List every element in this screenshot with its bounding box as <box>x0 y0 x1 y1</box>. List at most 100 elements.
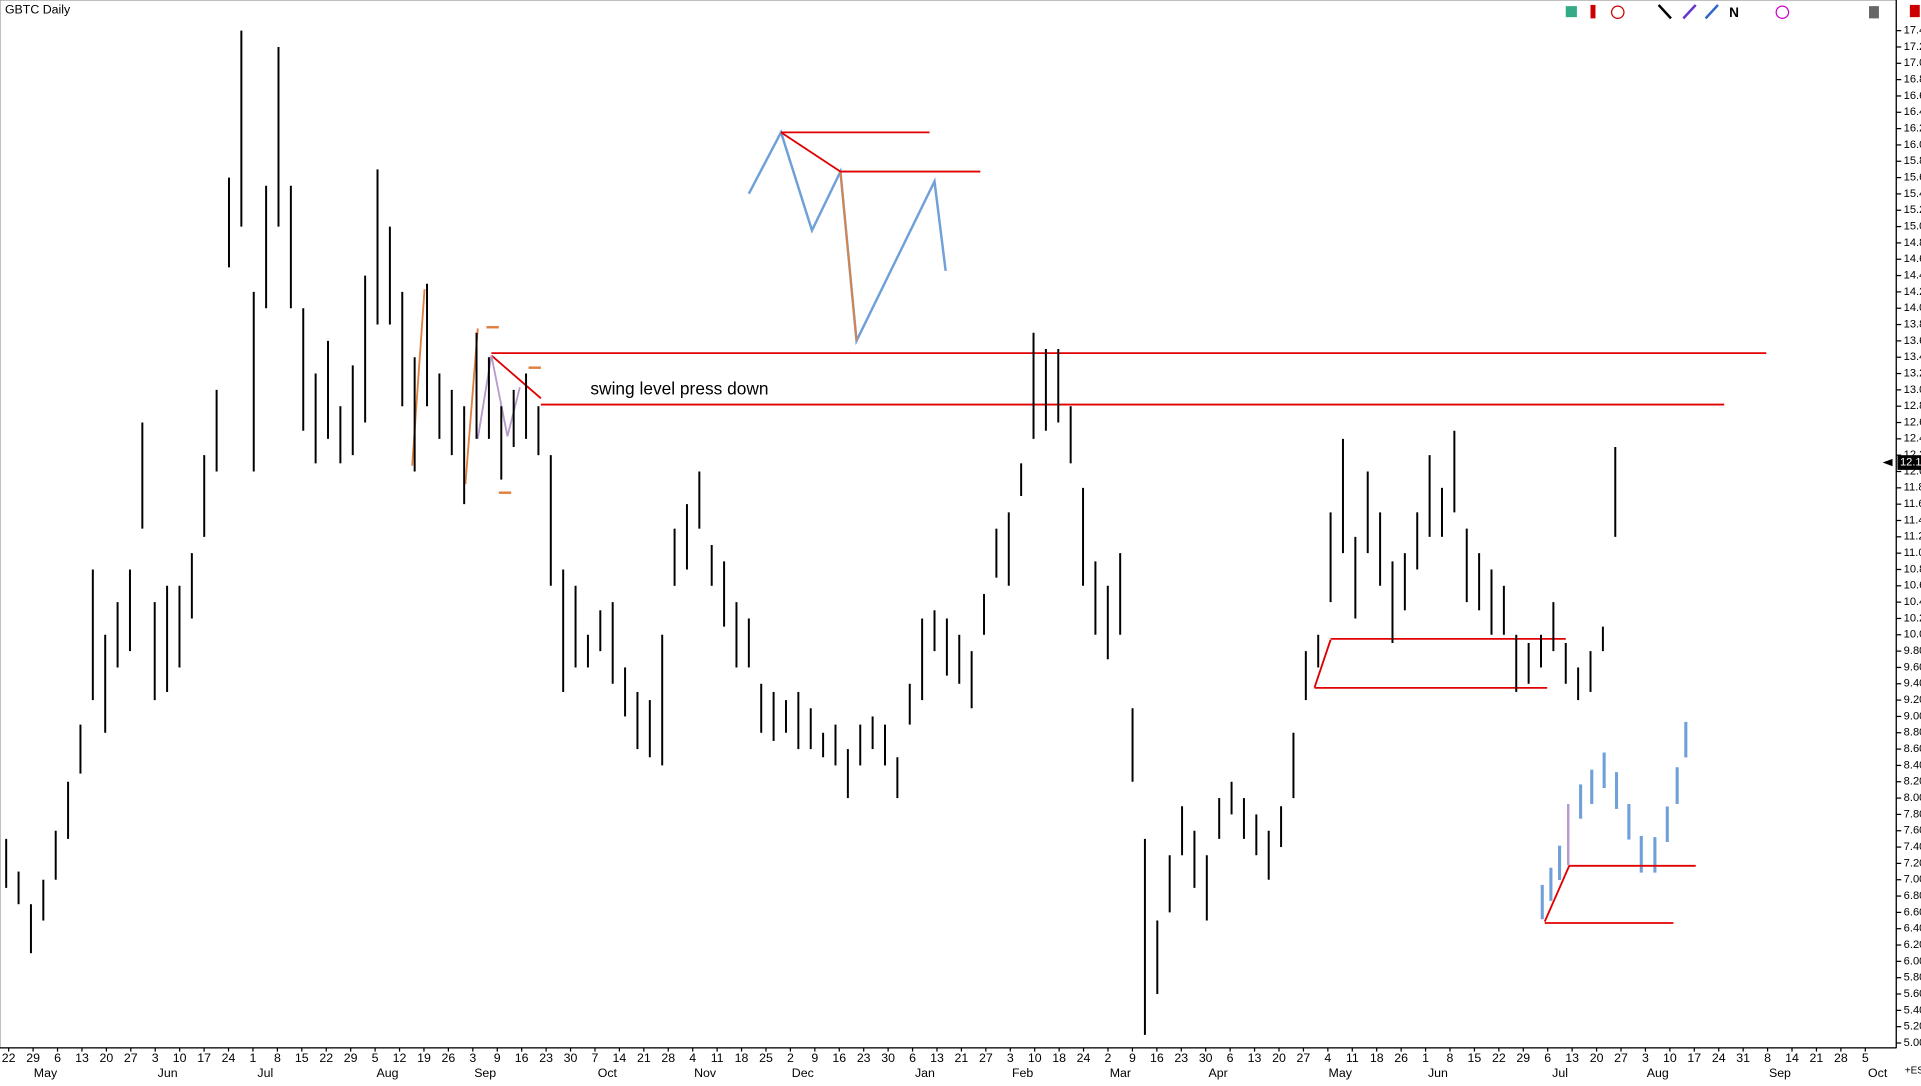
x-tick-label: 6 <box>1544 1051 1551 1065</box>
swing-connector <box>1313 639 1332 688</box>
x-tick-label: 4 <box>689 1051 696 1065</box>
x-tick-label: 18 <box>1052 1051 1066 1065</box>
y-tick-label: 12.00 <box>1904 465 1921 477</box>
month-label: Oct <box>598 1066 618 1080</box>
sketch-segment <box>839 171 858 341</box>
x-tick-label: 8 <box>1447 1051 1454 1065</box>
y-tick-label: 12.20 <box>1904 449 1921 461</box>
y-tick-label: 6.20 <box>1904 939 1921 951</box>
x-tick-label: 29 <box>26 1051 40 1065</box>
y-tick-label: 10.00 <box>1904 629 1921 641</box>
swing-marks <box>486 326 541 494</box>
x-tick-label: 3 <box>1642 1051 1649 1065</box>
x-tick-label: 3 <box>1007 1051 1014 1065</box>
chart-title: GBTC Daily <box>5 3 71 17</box>
tool-icon[interactable] <box>1657 4 1672 20</box>
tool-icon[interactable] <box>1590 4 1596 19</box>
y-tick-label: 9.60 <box>1904 661 1921 673</box>
x-tick-label: 29 <box>344 1051 358 1065</box>
y-tick-label: 13.60 <box>1904 335 1921 347</box>
x-tick-label: 27 <box>979 1051 993 1065</box>
y-tick-label: 16.40 <box>1904 106 1921 118</box>
x-tick-label: 14 <box>1785 1051 1799 1065</box>
y-tick-label: 15.80 <box>1904 155 1921 167</box>
x-tick-label: 26 <box>1394 1051 1408 1065</box>
x-tick-label: 13 <box>1565 1051 1579 1065</box>
y-tick-label: 9.20 <box>1904 694 1921 706</box>
y-tick-label: 13.40 <box>1904 351 1921 363</box>
y-tick-label: 16.80 <box>1904 74 1921 86</box>
tool-icon[interactable] <box>1565 6 1577 18</box>
y-tick-label: 11.60 <box>1904 498 1921 510</box>
swing-connector <box>490 354 542 400</box>
tool-icon[interactable] <box>1682 4 1697 20</box>
month-label: Jul <box>1552 1066 1568 1080</box>
month-label: Jun <box>158 1066 178 1080</box>
x-tick-label: 16 <box>1150 1051 1164 1065</box>
x-tick-label: 15 <box>1468 1051 1482 1065</box>
x-tick-label: 18 <box>735 1051 749 1065</box>
y-tick-label: 15.20 <box>1904 204 1921 216</box>
x-tick-label: 8 <box>274 1051 281 1065</box>
x-tick-label: 21 <box>637 1051 651 1065</box>
tool-icon[interactable] <box>1909 4 1920 18</box>
x-tick-label: 9 <box>811 1051 818 1065</box>
swing-connector <box>1543 864 1571 923</box>
tool-icon[interactable] <box>1704 4 1719 20</box>
x-tick-label: 21 <box>955 1051 969 1065</box>
y-tick-label: 12.40 <box>1904 433 1921 445</box>
x-tick-label: 9 <box>1129 1051 1136 1065</box>
x-tick-label: 15 <box>295 1051 309 1065</box>
y-tick-label: 9.40 <box>1904 678 1921 690</box>
x-tick-label: 30 <box>1199 1051 1213 1065</box>
x-tick-label: 25 <box>759 1051 773 1065</box>
y-tick-label: 12.80 <box>1904 400 1921 412</box>
x-tick-label: 16 <box>515 1051 529 1065</box>
y-tick-label: 6.60 <box>1904 906 1921 918</box>
tool-icon[interactable] <box>1869 6 1879 19</box>
x-tick-label: 27 <box>124 1051 138 1065</box>
month-label: May <box>1329 1066 1353 1080</box>
x-tick-label: 14 <box>613 1051 627 1065</box>
y-tick-label: 14.60 <box>1904 253 1921 265</box>
y-tick-label: 16.60 <box>1904 90 1921 102</box>
sketch-level <box>780 131 981 173</box>
y-tick-label: 8.20 <box>1904 776 1921 788</box>
y-tick-label: 8.40 <box>1904 759 1921 771</box>
y-tick-label: 6.40 <box>1904 923 1921 935</box>
x-tick-label: 26 <box>442 1051 456 1065</box>
y-tick-label: 9.00 <box>1904 710 1921 722</box>
x-tick-label: 27 <box>1614 1051 1628 1065</box>
tool-icon[interactable] <box>1610 5 1625 19</box>
y-tick-label: 5.20 <box>1904 1021 1921 1033</box>
y-tick-label: 11.40 <box>1904 514 1921 526</box>
last-price-label: 12.11 <box>1900 456 1921 468</box>
x-tick-label: 20 <box>1590 1051 1604 1065</box>
y-tick-label: 6.80 <box>1904 890 1921 902</box>
y-tick-label: 13.00 <box>1904 384 1921 396</box>
toolbar[interactable]: N <box>1565 4 1920 20</box>
month-label: Aug <box>1647 1066 1669 1080</box>
month-label: Mar <box>1110 1066 1131 1080</box>
x-tick-label: 7 <box>592 1051 599 1065</box>
x-tick-label: 19 <box>417 1051 431 1065</box>
y-tick-label: 7.80 <box>1904 808 1921 820</box>
x-tick-label: 5 <box>372 1051 379 1065</box>
x-tick-label: 13 <box>1248 1051 1262 1065</box>
x-tick-label: 20 <box>1272 1051 1286 1065</box>
x-tick-label: 5 <box>1862 1051 1869 1065</box>
y-tick-label: 14.20 <box>1904 286 1921 298</box>
y-tick-label: 14.40 <box>1904 270 1921 282</box>
y-tick-label: 16.00 <box>1904 139 1921 151</box>
tool-icon[interactable] <box>1775 5 1790 19</box>
x-tick-label: 24 <box>1077 1051 1091 1065</box>
x-tick-label: 17 <box>197 1051 211 1065</box>
tool-icon[interactable]: N <box>1729 5 1739 20</box>
y-tick-label: 12.60 <box>1904 416 1921 428</box>
x-tick-label: 27 <box>1297 1051 1311 1065</box>
y-tick-label: 5.00 <box>1904 1037 1921 1049</box>
y-tick-label: 7.20 <box>1904 857 1921 869</box>
y-tick-label: 15.00 <box>1904 221 1921 233</box>
